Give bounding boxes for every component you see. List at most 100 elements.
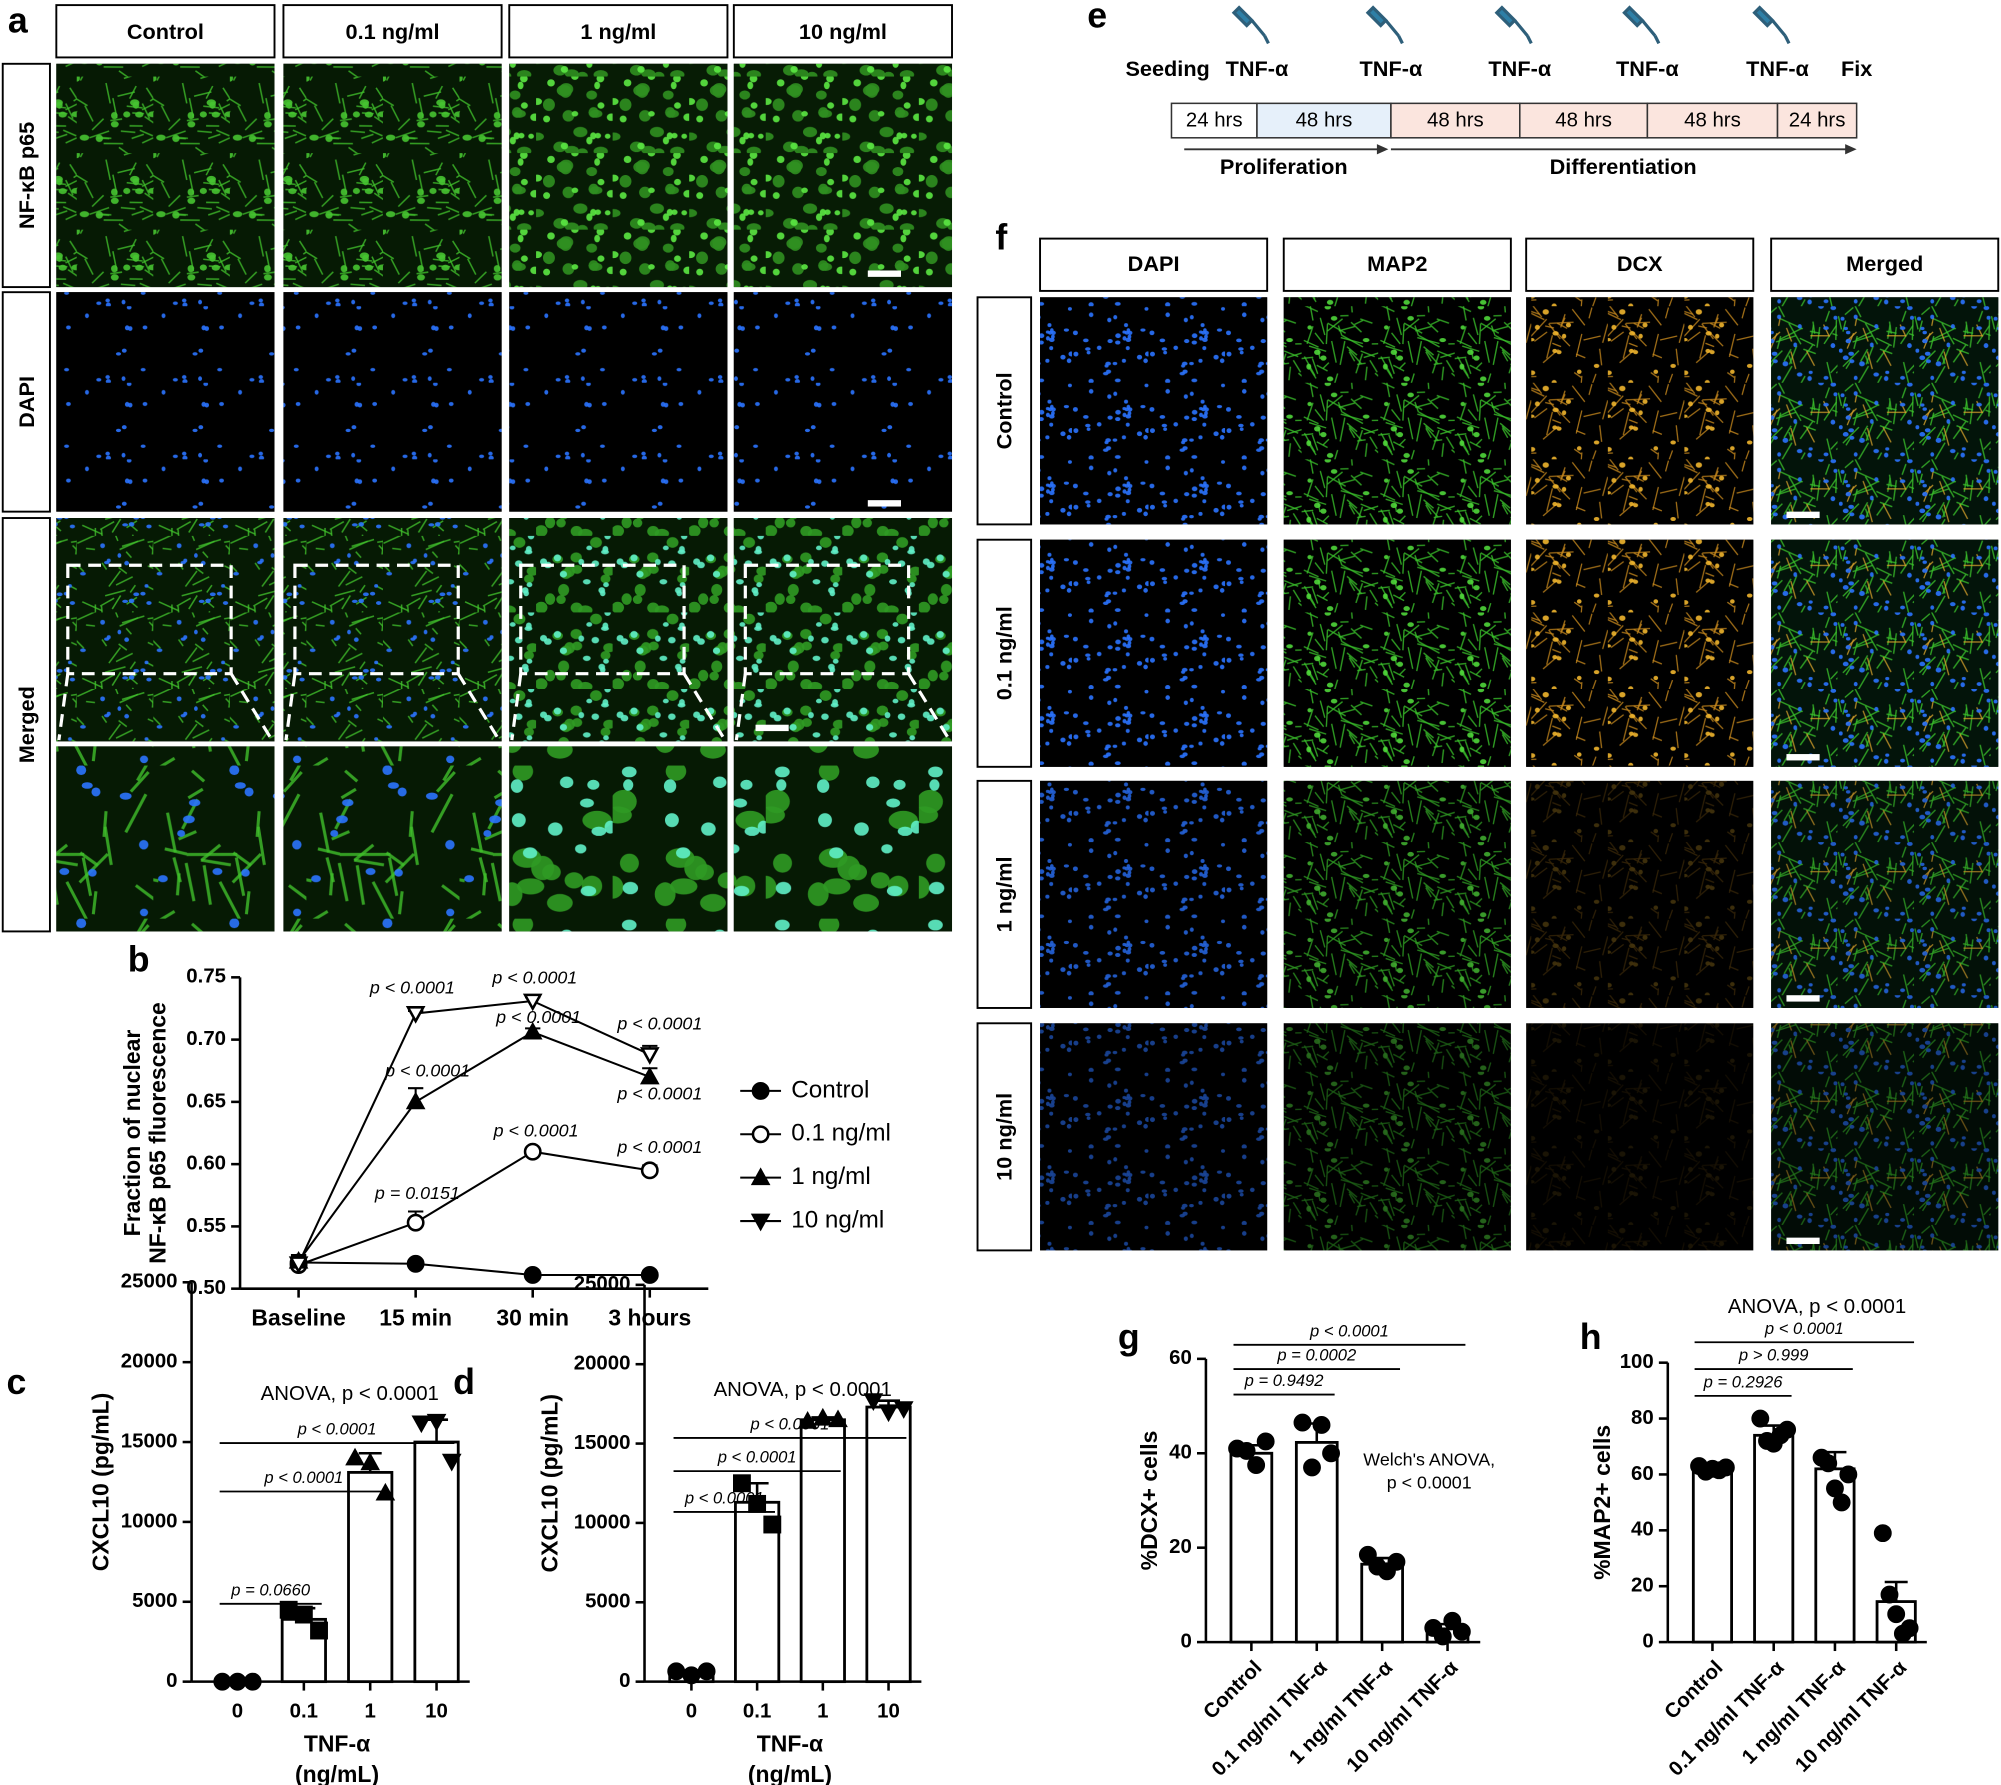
label-box [282, 4, 503, 59]
data-point [1873, 1524, 1892, 1543]
y-tick-label: 0.65 [186, 1090, 226, 1112]
comparison-label: p = 0.2926 [1703, 1372, 1784, 1391]
series-line [298, 1261, 650, 1276]
y-tick-label: 0.75 [186, 966, 226, 988]
label-box [1525, 237, 1755, 292]
column-header: MAP2 [1367, 251, 1427, 276]
bar [413, 1440, 460, 1684]
comparison-label: p < 0.0001 [1764, 1319, 1844, 1338]
data-point [294, 1605, 313, 1624]
label-box [1, 517, 51, 933]
row-header: NF-κB p65 [14, 122, 39, 229]
comparison-label: p < 0.0001 [297, 1420, 377, 1439]
data-point [1826, 1479, 1844, 1498]
data-point [1839, 1465, 1858, 1484]
micrograph [56, 63, 275, 288]
data-point [1443, 1611, 1462, 1630]
line-marker [406, 1213, 425, 1232]
zoom-line [284, 673, 297, 741]
annotation: p < 0.0001 [369, 978, 455, 998]
y-axis-label: CXCL10 (pg/mL) [536, 1394, 562, 1573]
panel-letter: a [8, 0, 29, 40]
arrow-head [1376, 144, 1389, 155]
bar [347, 1470, 394, 1684]
scale-bar [867, 500, 901, 507]
series-line [298, 1150, 650, 1266]
annotation: p < 0.0001 [616, 1137, 702, 1157]
y-axis-label: NF-κB p65 fluorescence [145, 1002, 171, 1264]
bar [1229, 1451, 1274, 1644]
pipette-icon [1231, 5, 1270, 45]
x-tick-label: 10 ng/ml TNF-α [1791, 1657, 1911, 1777]
data-point [1819, 1454, 1838, 1473]
line-marker [523, 1142, 542, 1161]
timeline-segment [1519, 102, 1649, 139]
y-tick-label: 0.50 [186, 1277, 226, 1299]
y-tick-label: 10000 [121, 1510, 178, 1532]
data-point [1452, 1622, 1471, 1641]
segment-label: 48 hrs [1555, 110, 1612, 132]
data-point [310, 1621, 328, 1640]
x-tick-label: 0 [232, 1701, 243, 1723]
x-tick-label: 0.1 [743, 1701, 771, 1723]
line-marker [640, 1266, 659, 1284]
x-axis-label: (ng/mL) [748, 1761, 832, 1785]
pipette-icon [1622, 5, 1661, 45]
panel-letter: b [128, 939, 150, 979]
data-point [1247, 1456, 1266, 1474]
annotation: p < 0.0001 [1387, 1473, 1472, 1493]
chart-title: ANOVA, p < 0.0001 [261, 1383, 439, 1405]
y-tick-label: 20000 [121, 1351, 178, 1373]
row-header: 10 ng/ml [991, 1093, 1016, 1181]
annotation: p < 0.0001 [616, 1013, 702, 1033]
y-axis-label: %MAP2+ cells [1589, 1425, 1615, 1580]
timeline-segment [1776, 102, 1858, 139]
zoom-box [293, 563, 460, 676]
data-point [1293, 1413, 1312, 1432]
label-box [976, 296, 1033, 526]
panel-letter: d [453, 1362, 475, 1402]
event-label: TNF-α [1360, 56, 1423, 81]
annotation: p < 0.0001 [493, 1120, 579, 1140]
micrograph [283, 292, 502, 512]
annotation: p < 0.0001 [384, 1060, 470, 1080]
x-axis-label: TNF-α [757, 1731, 823, 1757]
legend-label: 1 ng/ml [791, 1163, 870, 1190]
y-tick-label: 80 [1631, 1407, 1654, 1429]
annotation: p < 0.0001 [491, 967, 577, 987]
data-point [797, 1411, 818, 1429]
y-tick-label: 5000 [132, 1590, 177, 1612]
data-point [763, 1515, 782, 1534]
annotation: p < 0.0001 [616, 1083, 702, 1103]
x-tick-label: 10 ng/ml TNF-α [1343, 1657, 1463, 1777]
annotation: Welch's ANOVA, [1363, 1450, 1495, 1470]
label-box [732, 4, 953, 59]
line-marker [522, 1021, 543, 1040]
data-point [893, 1401, 914, 1419]
comparison-label: p = 0.9492 [1244, 1371, 1324, 1390]
data-point [243, 1672, 262, 1691]
row-header: DAPI [14, 376, 39, 428]
column-header: Control [127, 19, 204, 44]
y-tick-label: 25000 [574, 1273, 631, 1295]
legend-label: Control [791, 1076, 869, 1103]
y-axis-label: CXCL10 (pg/mL) [87, 1393, 113, 1572]
bar [799, 1418, 846, 1684]
comparison-label: p > 0.999 [1738, 1346, 1809, 1365]
x-tick-label: 15 min [379, 1304, 452, 1330]
x-tick-label: 0 [686, 1701, 697, 1723]
data-point [697, 1662, 716, 1681]
data-point [411, 1415, 432, 1434]
y-tick-label: 0.70 [186, 1028, 226, 1050]
x-tick-label: Baseline [251, 1304, 345, 1330]
data-point [1358, 1545, 1377, 1564]
zoom-line [734, 673, 747, 741]
line-marker [406, 1254, 425, 1273]
y-tick-label: 0 [1181, 1630, 1192, 1652]
column-header: 10 ng/ml [799, 19, 887, 44]
micrograph [1040, 1023, 1268, 1251]
data-point [1778, 1420, 1797, 1439]
micrograph [1040, 780, 1268, 1008]
arrow-head [1845, 144, 1857, 155]
